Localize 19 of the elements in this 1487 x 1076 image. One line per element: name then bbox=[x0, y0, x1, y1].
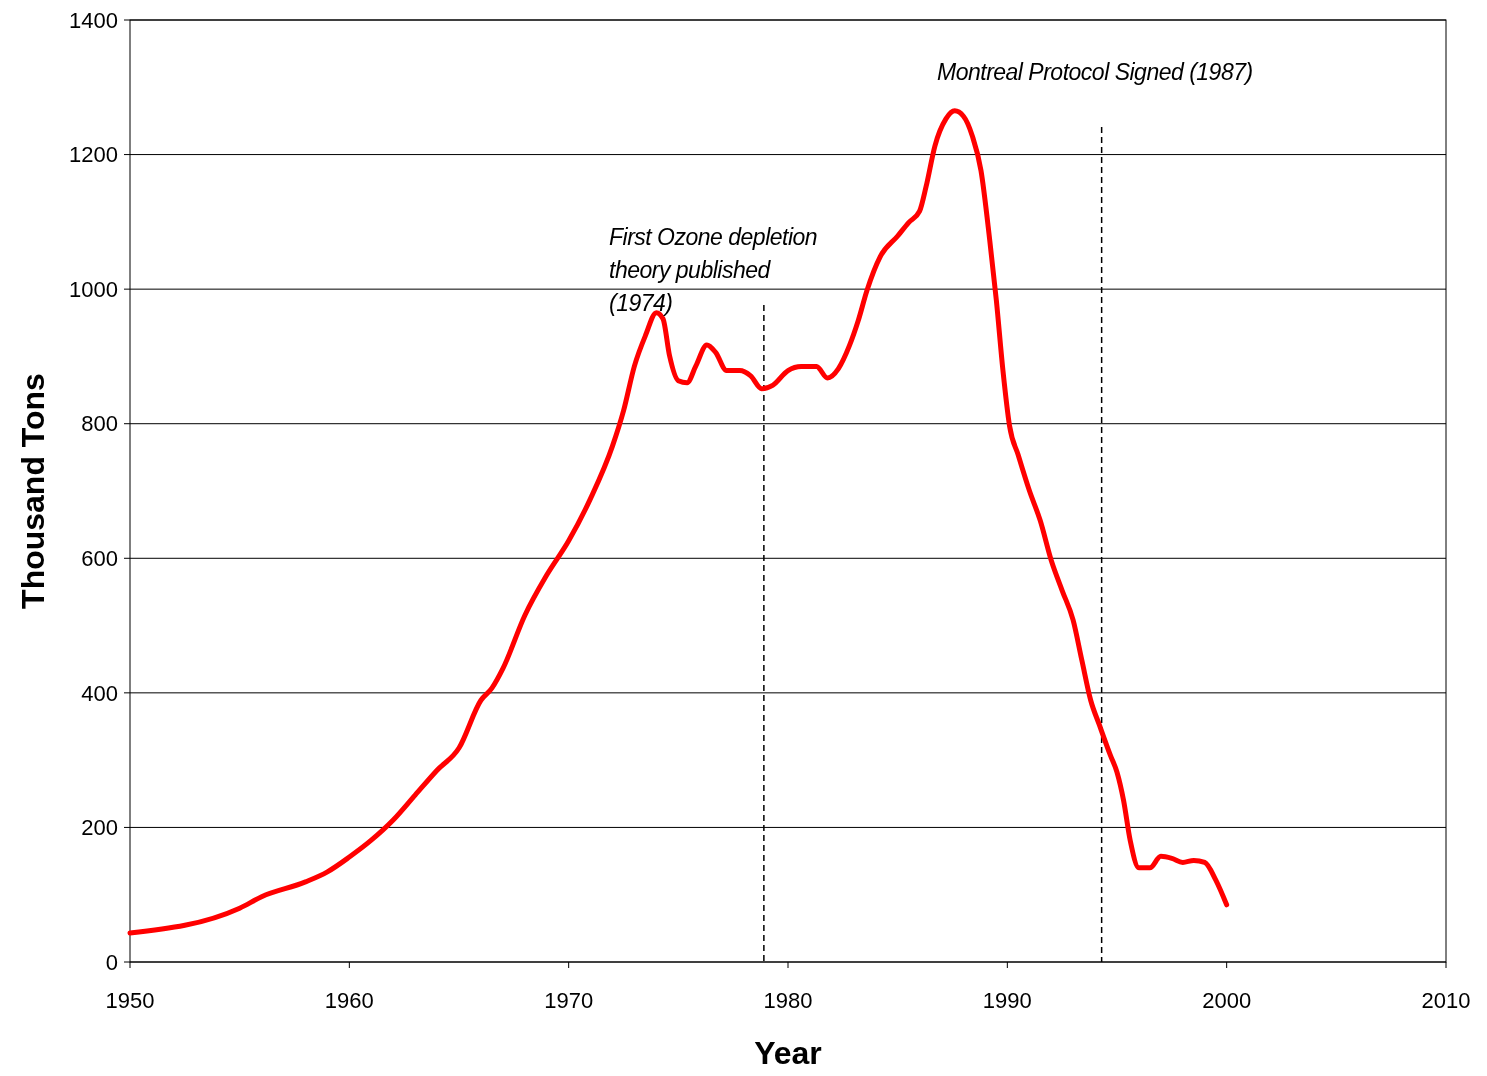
x-tick-label: 1970 bbox=[544, 988, 594, 1013]
x-tick-label: 1950 bbox=[105, 988, 155, 1013]
y-tick-label: 1000 bbox=[69, 276, 118, 302]
y-tick-label: 800 bbox=[81, 411, 118, 437]
x-tick-label: 1960 bbox=[324, 988, 374, 1013]
y-tick-label: 200 bbox=[81, 815, 118, 841]
x-tick-label: 2000 bbox=[1202, 988, 1252, 1013]
y-tick-label: 400 bbox=[81, 680, 118, 706]
x-tick-label: 1980 bbox=[763, 988, 813, 1013]
annotation: Montreal Protocol Signed (1987) bbox=[937, 59, 1253, 85]
y-axis-title: Thousand Tons bbox=[15, 373, 51, 609]
annotation: First Ozone depletion theory published (1974) bbox=[609, 224, 818, 316]
y-tick-label: 1200 bbox=[69, 142, 118, 168]
y-tick-label: 1400 bbox=[69, 7, 118, 33]
x-axis-title: Year bbox=[754, 1035, 822, 1071]
x-tick-label: 2010 bbox=[1421, 988, 1471, 1013]
y-tick-label: 600 bbox=[81, 545, 118, 571]
x-tick-label: 1990 bbox=[982, 988, 1032, 1013]
y-tick-label: 0 bbox=[105, 949, 118, 975]
